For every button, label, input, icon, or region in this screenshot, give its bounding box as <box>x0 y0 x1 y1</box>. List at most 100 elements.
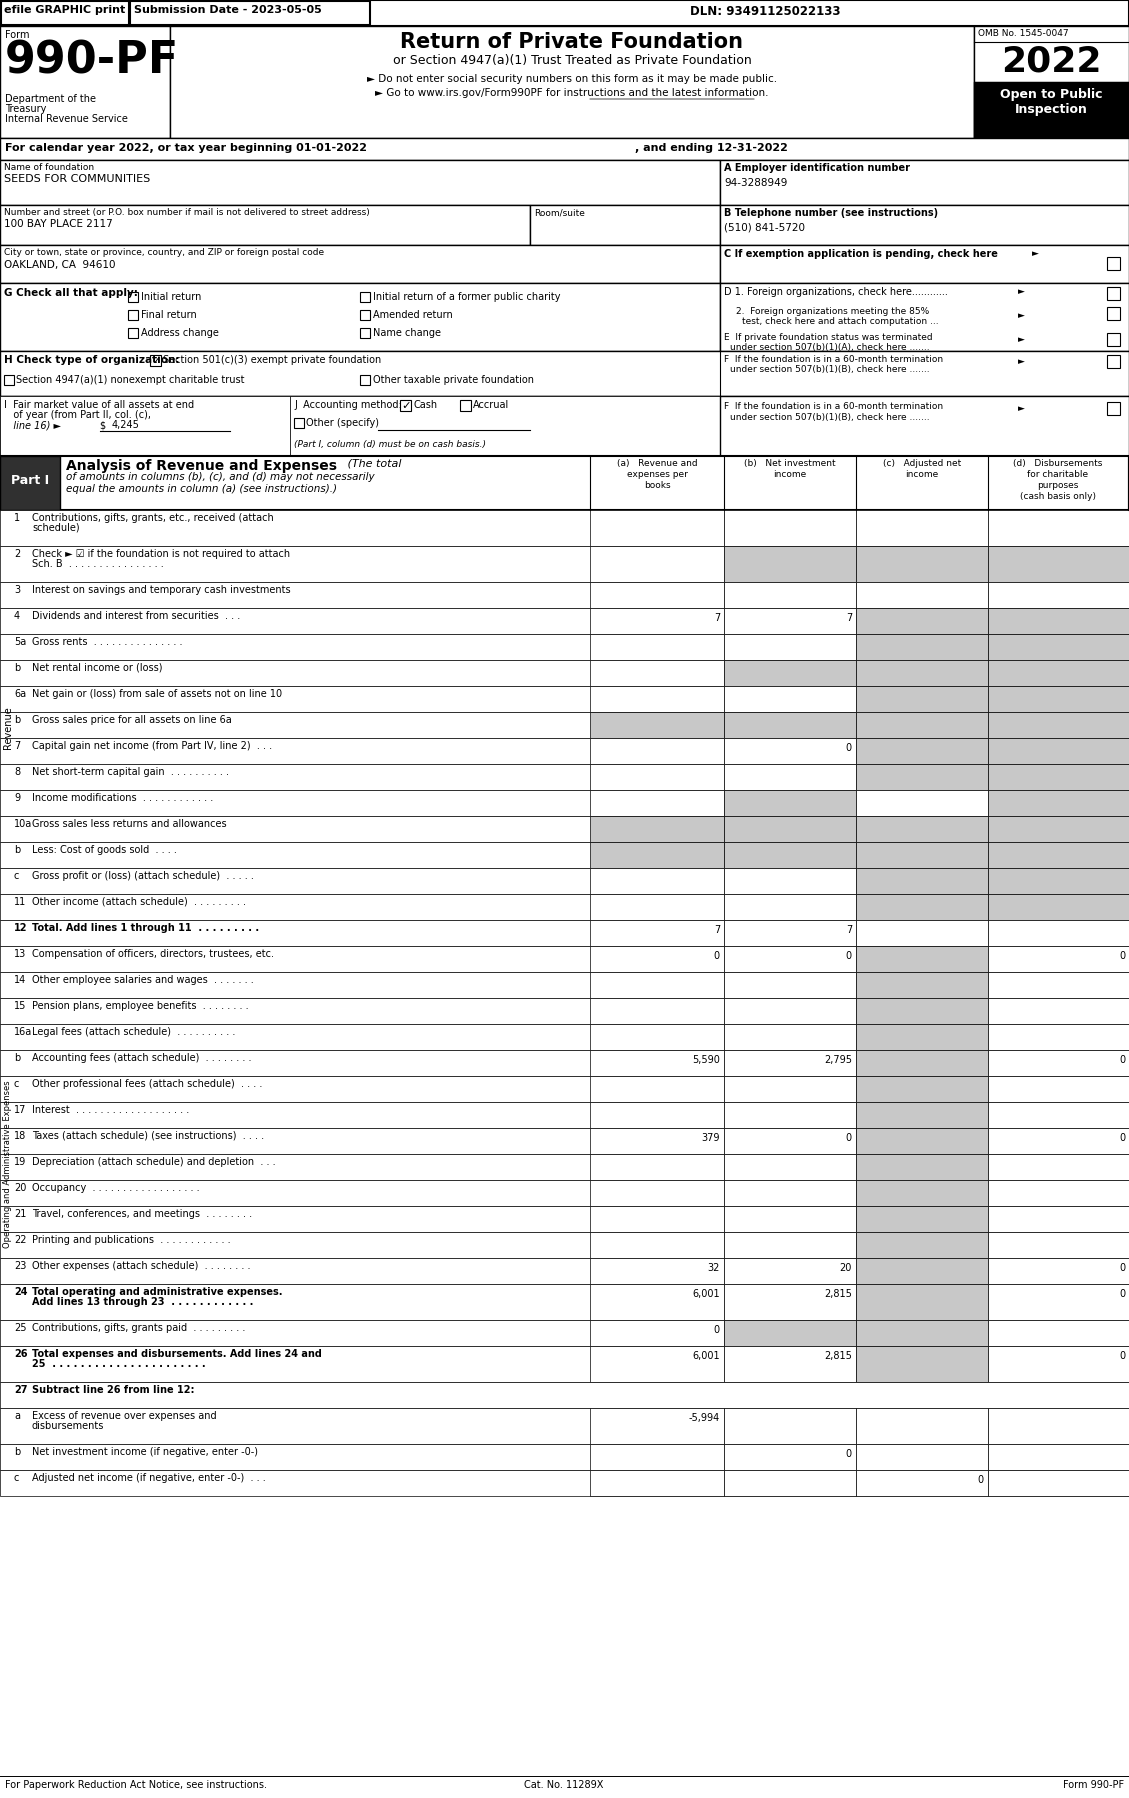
Bar <box>856 1232 988 1259</box>
Bar <box>590 608 724 635</box>
Bar <box>0 660 1129 687</box>
Text: Net short-term capital gain  . . . . . . . . . .: Net short-term capital gain . . . . . . … <box>32 768 229 777</box>
Text: 26: 26 <box>14 1348 27 1359</box>
Text: Depreciation (attach schedule) and depletion  . . .: Depreciation (attach schedule) and deple… <box>32 1156 275 1167</box>
Text: H Check type of organization:: H Check type of organization: <box>5 354 180 365</box>
Bar <box>0 1471 1129 1496</box>
Text: Section 4947(a)(1) nonexempt charitable trust: Section 4947(a)(1) nonexempt charitable … <box>16 376 245 385</box>
Bar <box>590 1232 724 1259</box>
Bar <box>856 1050 988 1075</box>
Bar <box>724 1050 856 1075</box>
Bar <box>0 351 1129 396</box>
Bar <box>724 1259 856 1284</box>
Bar <box>724 973 856 998</box>
Text: 7: 7 <box>846 924 852 935</box>
Bar <box>988 1102 1129 1127</box>
Text: Cat. No. 11289X: Cat. No. 11289X <box>524 1780 604 1791</box>
Text: 5,590: 5,590 <box>692 1055 720 1064</box>
Bar <box>724 1179 856 1206</box>
Text: disbursements: disbursements <box>32 1420 104 1431</box>
Bar <box>988 1347 1129 1383</box>
Bar <box>988 583 1129 608</box>
Bar <box>590 816 724 841</box>
Bar <box>724 764 856 789</box>
Bar <box>590 921 724 946</box>
Bar <box>590 1347 724 1383</box>
Bar <box>988 635 1129 660</box>
Text: Other (specify): Other (specify) <box>306 417 379 428</box>
Text: Check ► ☑ if the foundation is not required to attach: Check ► ☑ if the foundation is not requi… <box>32 548 290 559</box>
Bar <box>128 309 138 320</box>
Text: Name change: Name change <box>373 327 441 338</box>
Text: Return of Private Foundation: Return of Private Foundation <box>401 32 744 52</box>
Bar <box>856 894 988 921</box>
Bar <box>0 1102 1129 1127</box>
Text: 10a: 10a <box>14 820 33 829</box>
Text: I  Fair market value of all assets at end: I Fair market value of all assets at end <box>5 399 194 410</box>
Text: 6a: 6a <box>14 689 26 699</box>
Bar <box>988 789 1129 816</box>
Bar <box>0 1025 1129 1050</box>
Bar <box>590 737 724 764</box>
Bar <box>856 868 988 894</box>
Text: 0: 0 <box>846 743 852 753</box>
Text: (d)   Disbursements: (d) Disbursements <box>1014 458 1103 467</box>
Bar <box>590 973 724 998</box>
Text: c: c <box>14 870 19 881</box>
Text: Dividends and interest from securities  . . .: Dividends and interest from securities .… <box>32 611 240 620</box>
Bar <box>0 894 1129 921</box>
Text: 20: 20 <box>840 1262 852 1273</box>
Text: 18: 18 <box>14 1131 26 1142</box>
Bar <box>0 1444 1129 1471</box>
Bar <box>988 998 1129 1025</box>
Bar <box>5 376 14 385</box>
Text: 7: 7 <box>14 741 20 752</box>
Text: Total expenses and disbursements. Add lines 24 and: Total expenses and disbursements. Add li… <box>32 1348 322 1359</box>
Bar <box>0 1154 1129 1179</box>
Text: 0: 0 <box>1119 1055 1124 1064</box>
Bar <box>590 764 724 789</box>
Bar <box>974 83 1129 138</box>
Bar <box>128 291 138 302</box>
Bar <box>1108 307 1120 320</box>
Bar <box>360 327 370 338</box>
Text: 2,795: 2,795 <box>824 1055 852 1064</box>
Bar <box>590 1050 724 1075</box>
Text: 2.  Foreign organizations meeting the 85%: 2. Foreign organizations meeting the 85% <box>736 307 929 316</box>
Bar <box>988 1075 1129 1102</box>
Bar <box>856 583 988 608</box>
Text: Net investment income (if negative, enter -0-): Net investment income (if negative, ente… <box>32 1447 259 1456</box>
Bar <box>856 737 988 764</box>
Bar <box>590 511 724 547</box>
Bar <box>0 998 1129 1025</box>
Bar <box>856 921 988 946</box>
Text: Part I: Part I <box>11 475 49 487</box>
Text: Interest on savings and temporary cash investments: Interest on savings and temporary cash i… <box>32 584 290 595</box>
Text: books: books <box>644 482 671 491</box>
Text: Final return: Final return <box>141 309 196 320</box>
Bar <box>590 1179 724 1206</box>
Bar <box>724 921 856 946</box>
Bar <box>590 635 724 660</box>
Text: Department of the: Department of the <box>5 93 96 104</box>
Text: c: c <box>14 1079 19 1090</box>
Bar <box>724 816 856 841</box>
Text: Net rental income or (loss): Net rental income or (loss) <box>32 663 163 672</box>
Text: 19: 19 <box>14 1156 26 1167</box>
Text: Adjusted net income (if negative, enter -0-)  . . .: Adjusted net income (if negative, enter … <box>32 1473 265 1483</box>
Bar <box>724 841 856 868</box>
Bar <box>720 245 1129 282</box>
Text: Initial return of a former public charity: Initial return of a former public charit… <box>373 291 560 302</box>
Text: 32: 32 <box>708 1262 720 1273</box>
Bar <box>400 399 411 412</box>
Text: of year (from Part II, col. (c),: of year (from Part II, col. (c), <box>5 410 151 421</box>
Text: 24: 24 <box>14 1287 27 1296</box>
Bar <box>856 973 988 998</box>
Bar <box>856 608 988 635</box>
Bar <box>856 946 988 973</box>
Text: Revenue: Revenue <box>3 707 14 750</box>
Text: Analysis of Revenue and Expenses: Analysis of Revenue and Expenses <box>65 458 336 473</box>
Text: DLN: 93491125022133: DLN: 93491125022133 <box>690 5 840 18</box>
Bar <box>0 687 1129 712</box>
Bar <box>0 946 1129 973</box>
